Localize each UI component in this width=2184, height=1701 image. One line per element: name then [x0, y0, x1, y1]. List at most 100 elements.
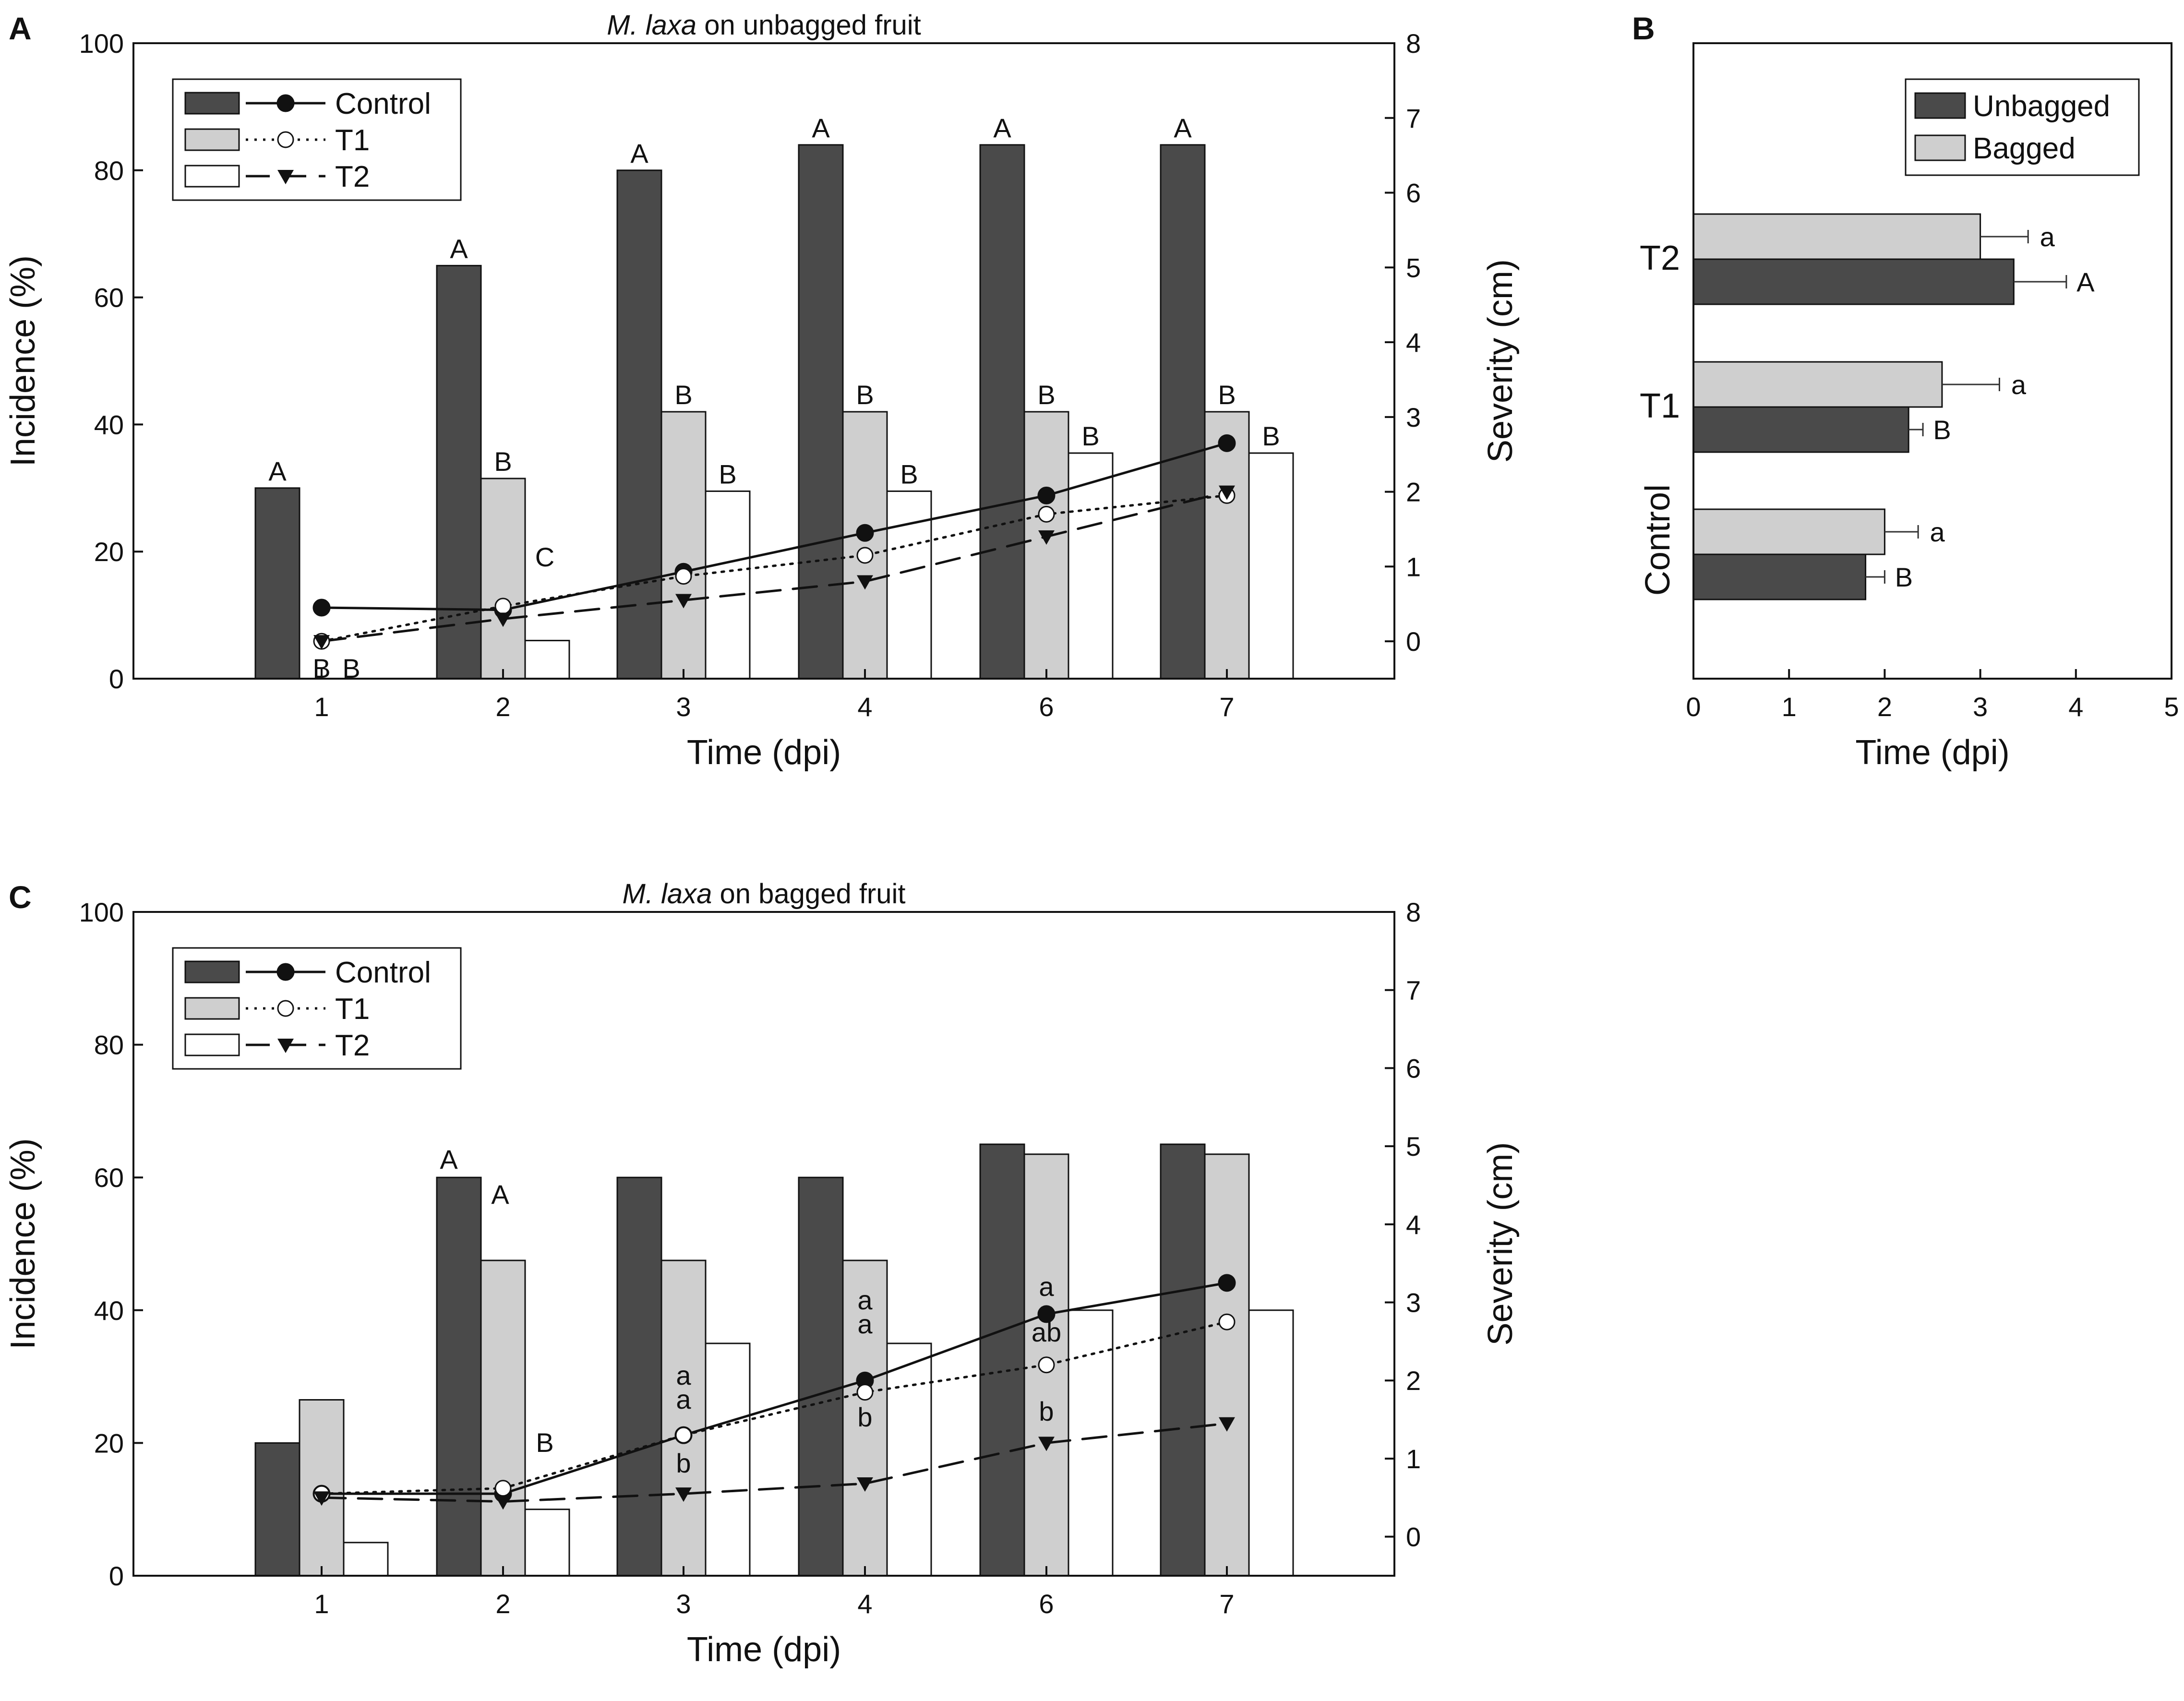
x-axis-title: Time (dpi)	[1855, 733, 2009, 772]
bar-t2-2	[524, 1509, 570, 1577]
line-control-severity	[320, 1282, 1228, 1495]
significance-label: A	[450, 233, 468, 264]
ytick-left-label: 20	[94, 1428, 124, 1458]
legend-swatch-t2	[184, 1033, 240, 1056]
ytick-right-label: 7	[1406, 103, 1421, 133]
marker-t2-2	[495, 612, 511, 627]
marker-control-6	[1037, 486, 1056, 504]
legend-marker-t1	[277, 131, 294, 148]
ytick-left-label: 60	[94, 283, 124, 313]
significance-label: B	[312, 653, 330, 683]
xtick-label: 4	[2068, 692, 2083, 722]
marker-t1-4	[856, 1384, 874, 1401]
significance-label: B	[674, 380, 692, 410]
line-t2-severity	[320, 1422, 1228, 1503]
significance-label: B	[1262, 421, 1280, 451]
bar-control-7	[1160, 1143, 1206, 1577]
marker-t2-4	[857, 575, 873, 590]
legend-marker-control	[276, 963, 295, 981]
ytick-right-label: 1	[1406, 1444, 1421, 1474]
significance-label: B	[1218, 380, 1236, 410]
significance-label: A	[440, 1144, 458, 1174]
bar-t1-3	[660, 1259, 707, 1577]
plot-frame-c	[132, 911, 1395, 1577]
significance-label: A	[993, 113, 1011, 143]
bar-t1-7	[1204, 411, 1250, 680]
y-axis-left-title: Incidence (%)	[4, 1138, 42, 1349]
bar-t2-7	[1248, 452, 1294, 680]
marker-t2-7	[1219, 485, 1235, 500]
significance-label: b	[1039, 1396, 1054, 1426]
marker-t1-3	[675, 568, 692, 585]
ytick-left-label: 80	[94, 156, 124, 186]
title-condition: on unbagged fruit	[696, 10, 921, 41]
marker-t1-3	[675, 1426, 692, 1444]
ytick-left-label: 80	[94, 1030, 124, 1060]
bar-t2-4	[886, 1342, 932, 1577]
line-t1-severity	[320, 1320, 1228, 1495]
legend-swatch-control	[184, 960, 240, 983]
plot-frame-a	[132, 42, 1395, 680]
marker-control-1	[312, 599, 331, 617]
xtick-label: 0	[1686, 692, 1701, 722]
y-axis-right-title: Severity (cm)	[1481, 1142, 1520, 1345]
category-label-t1: T1	[1640, 387, 1680, 425]
bar-control-4	[798, 1176, 844, 1577]
ytick-left-label: 0	[109, 664, 124, 694]
legend-swatch-t1	[184, 997, 240, 1020]
panel-letter-C: C	[9, 879, 32, 915]
significance-label: A	[268, 456, 287, 486]
ytick-right-label: 8	[1406, 897, 1421, 927]
bar-t2-3	[705, 1342, 751, 1577]
marker-t2-2	[495, 1495, 511, 1510]
ytick-left-label: 40	[94, 409, 124, 440]
bar-t2-7	[1248, 1309, 1294, 1577]
ytick-right-label: 6	[1406, 1053, 1421, 1083]
bar-unbagged-t2	[1692, 258, 2015, 305]
marker-control-6	[1037, 1305, 1056, 1323]
x-axis-title: Time (dpi)	[687, 733, 841, 772]
xtick-label: 1	[1782, 692, 1797, 722]
line-t1-severity	[320, 494, 1228, 643]
ytick-right-label: 5	[1406, 1131, 1421, 1162]
ytick-right-label: 1	[1406, 551, 1421, 582]
marker-t2-3	[675, 594, 692, 609]
legend-swatch-control	[184, 92, 240, 115]
bar-unbagged-control	[1692, 553, 1867, 600]
bar-unbagged-t1	[1692, 406, 1909, 453]
legend-marker-t1	[277, 1000, 294, 1017]
marker-control-4	[856, 524, 874, 542]
bar-t2-3	[705, 490, 751, 680]
ytick-left-label: 100	[79, 897, 124, 927]
xtick-label: 4	[857, 692, 872, 722]
panel-letter-B: B	[1632, 11, 1655, 46]
marker-t2-6	[1038, 530, 1055, 545]
category-label-control: Control	[1639, 484, 1677, 596]
ytick-right-label: 6	[1406, 178, 1421, 208]
significance-label: a	[1930, 517, 1945, 547]
ytick-right-label: 7	[1406, 975, 1421, 1006]
ytick-right-label: 0	[1406, 1522, 1421, 1552]
bar-bagged-control	[1692, 508, 1885, 555]
title-species: M. laxa	[622, 878, 712, 910]
bar-control-4	[798, 144, 844, 680]
line-control-severity	[320, 442, 1228, 611]
line-t2-severity	[320, 491, 1228, 643]
significance-label: b	[676, 1448, 691, 1478]
legend-label-bagged: Bagged	[1973, 132, 2076, 165]
legend-marker-t2	[277, 1039, 294, 1053]
ytick-left-label: 100	[79, 28, 124, 59]
y-axis-right-title: Severity (cm)	[1481, 259, 1520, 463]
marker-t1-6	[1038, 505, 1055, 523]
marker-control-7	[1218, 434, 1236, 452]
significance-label: B	[342, 653, 360, 683]
ytick-right-label: 8	[1406, 28, 1421, 59]
ytick-left-label: 20	[94, 537, 124, 567]
bar-t1-2	[480, 478, 526, 680]
significance-label: a	[676, 1384, 691, 1414]
significance-label: ab	[1032, 1317, 1061, 1347]
bar-control-6	[979, 1143, 1025, 1577]
significance-label: A	[630, 138, 648, 168]
significance-label: B	[900, 459, 918, 489]
